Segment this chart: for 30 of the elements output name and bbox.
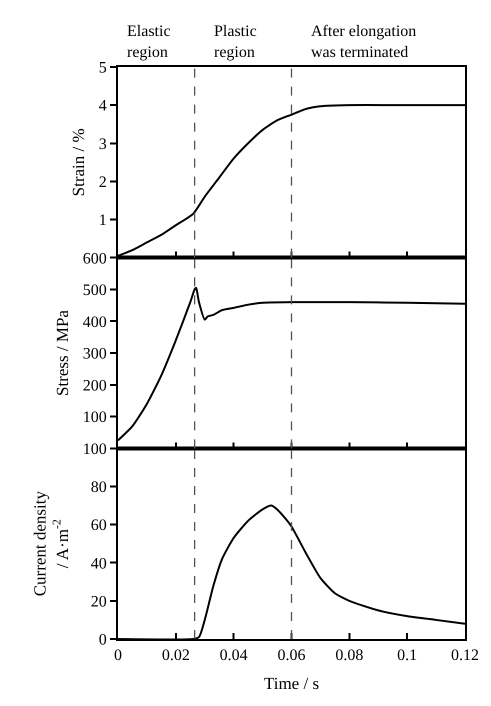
- x-axis-title: Time / s: [264, 674, 320, 694]
- y-tick-label: 0: [98, 632, 107, 649]
- y-tick-label: 600: [82, 250, 107, 268]
- y-tick-label: 40: [90, 555, 107, 572]
- y-tick-label: 20: [90, 593, 107, 610]
- text: Plastic region: [214, 23, 257, 61]
- y-axis-title: Strain / %: [68, 128, 88, 196]
- y-tick-label: 400: [82, 314, 107, 331]
- x-tick-label: 0.04: [220, 647, 248, 664]
- x-tick-label: 0.12: [451, 647, 479, 664]
- y-tick-label: 5: [98, 60, 107, 77]
- y-tick-label: 1: [98, 212, 107, 230]
- y-tick-label: 100: [82, 440, 107, 458]
- y-tick-label: 300: [82, 346, 107, 363]
- text: After elongation was terminated: [311, 23, 416, 61]
- x-tick-label: 0.08: [335, 647, 364, 664]
- y-tick-label: 500: [82, 282, 107, 300]
- y-tick-label: 100: [82, 409, 107, 426]
- text: Elastic region: [127, 23, 171, 61]
- x-tick-label: 0.1: [397, 647, 418, 664]
- x-tick-label: 0.02: [162, 647, 190, 664]
- x-tick-label: 0.06: [278, 647, 306, 664]
- y-tick-label: 60: [90, 517, 107, 534]
- y-tick-label: 200: [82, 377, 107, 394]
- y-tick-label: 4: [98, 98, 107, 115]
- x-tick-label: 0: [114, 647, 122, 664]
- y-tick-label: 2: [98, 174, 107, 191]
- y-tick-label: 80: [90, 479, 107, 496]
- y-tick-label: 3: [98, 136, 107, 153]
- y-axis-title: Stress / MPa: [52, 310, 72, 396]
